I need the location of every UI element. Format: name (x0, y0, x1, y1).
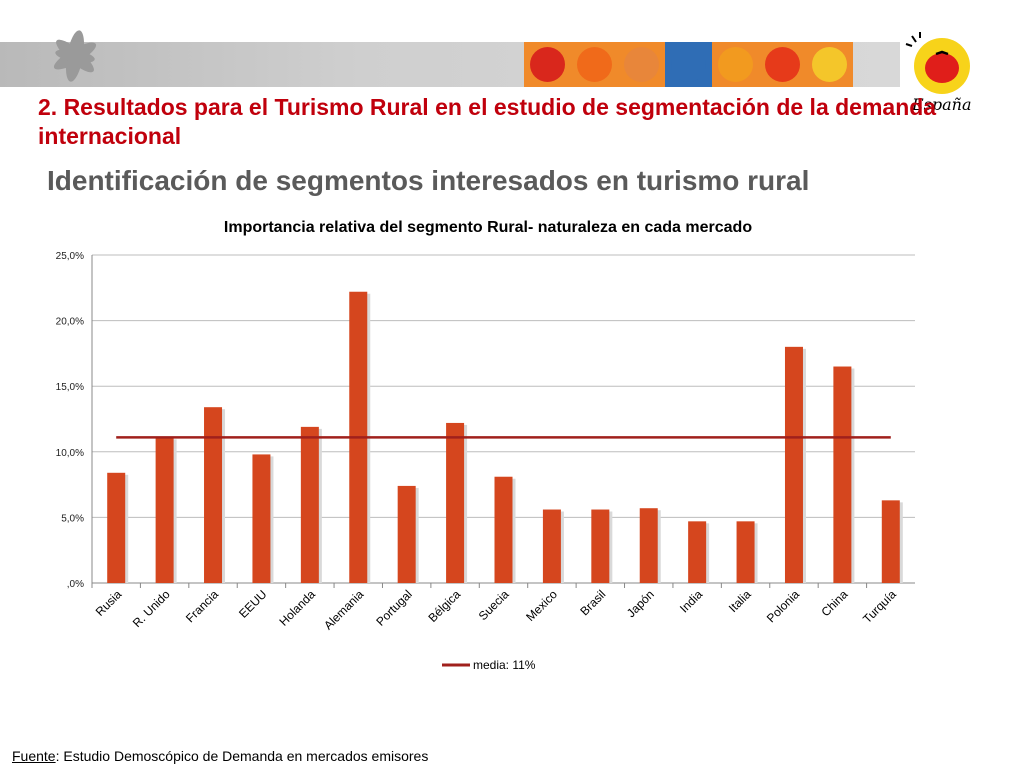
y-tick-label: 5,0% (61, 513, 84, 524)
x-tick-label: Francia (183, 587, 221, 625)
x-tick-label: Bélgica (425, 587, 463, 625)
legend-label: media: 11% (473, 658, 536, 672)
x-tick-label: Alemania (321, 587, 367, 633)
decorative-tile (618, 42, 665, 87)
x-tick-label: R. Unido (130, 587, 173, 630)
x-tick-label: Italia (726, 587, 754, 615)
bar (881, 500, 900, 583)
x-tick-label: Rusia (93, 587, 125, 619)
decorative-tile (524, 42, 571, 87)
x-tick-label: Holanda (276, 587, 318, 629)
bar (155, 437, 174, 583)
source-note: Fuente: Estudio Demoscópico de Demanda e… (12, 748, 428, 764)
y-tick-label: 10,0% (56, 448, 84, 459)
x-tick-label: Mexico (523, 587, 560, 624)
bar (252, 454, 271, 583)
bar (494, 476, 513, 583)
bar (688, 521, 707, 583)
y-tick-label: 15,0% (56, 382, 84, 393)
decorative-tiles (524, 42, 853, 87)
legend: media: 11% (442, 658, 536, 672)
x-tick-label: Japón (624, 587, 657, 620)
grid-lines (91, 254, 915, 588)
bar (833, 366, 852, 583)
x-tick-label: Brasil (577, 587, 608, 618)
x-tick-label: Polonia (764, 587, 802, 625)
chart-title: Importancia relativa del segmento Rural-… (224, 219, 752, 236)
source-label: Fuente (12, 748, 56, 764)
x-axis-ticks: Rusia R. Unido Francia EEUU Holanda Alemania P… (93, 587, 899, 633)
bar (639, 508, 658, 583)
decorative-tile (665, 42, 712, 87)
x-tick-label: India (677, 587, 706, 616)
decorative-tile (806, 42, 853, 87)
logo-text: España (911, 95, 972, 114)
bar (204, 407, 223, 583)
x-tick-label: Turquía (860, 587, 899, 626)
bar (300, 426, 319, 583)
x-tick-label: Suecia (476, 587, 512, 623)
x-tick-label: China (818, 587, 850, 619)
source-text: : Estudio Demoscópico de Demanda en merc… (55, 748, 429, 764)
bar (107, 472, 126, 583)
bar (542, 509, 561, 583)
decorative-tile (759, 42, 806, 87)
y-axis-ticks: ,0% 5,0% 10,0% 15,0% 20,0% 25,0% (56, 251, 84, 590)
page-subtitle: Identificación de segmentos interesados … (47, 165, 810, 196)
bar-chart: Importancia relativa del segmento Rural-… (56, 219, 915, 672)
star-decoration-icon (53, 30, 97, 82)
x-tick-label: EEUU (236, 587, 269, 620)
bar (591, 509, 610, 583)
y-tick-label: 20,0% (56, 317, 84, 328)
espana-logo: España (905, 32, 972, 114)
decorative-tile (571, 42, 618, 87)
bar (784, 346, 803, 583)
bar (446, 422, 465, 583)
bars (107, 291, 903, 583)
decorative-tile (712, 42, 759, 87)
bar (397, 485, 416, 583)
x-tick-label: Portugal (373, 587, 415, 629)
y-tick-label: 25,0% (56, 251, 84, 262)
bar (736, 521, 755, 583)
y-tick-label: ,0% (67, 579, 84, 590)
page-title: 2. Resultados para el Turismo Rural en e… (38, 94, 937, 149)
